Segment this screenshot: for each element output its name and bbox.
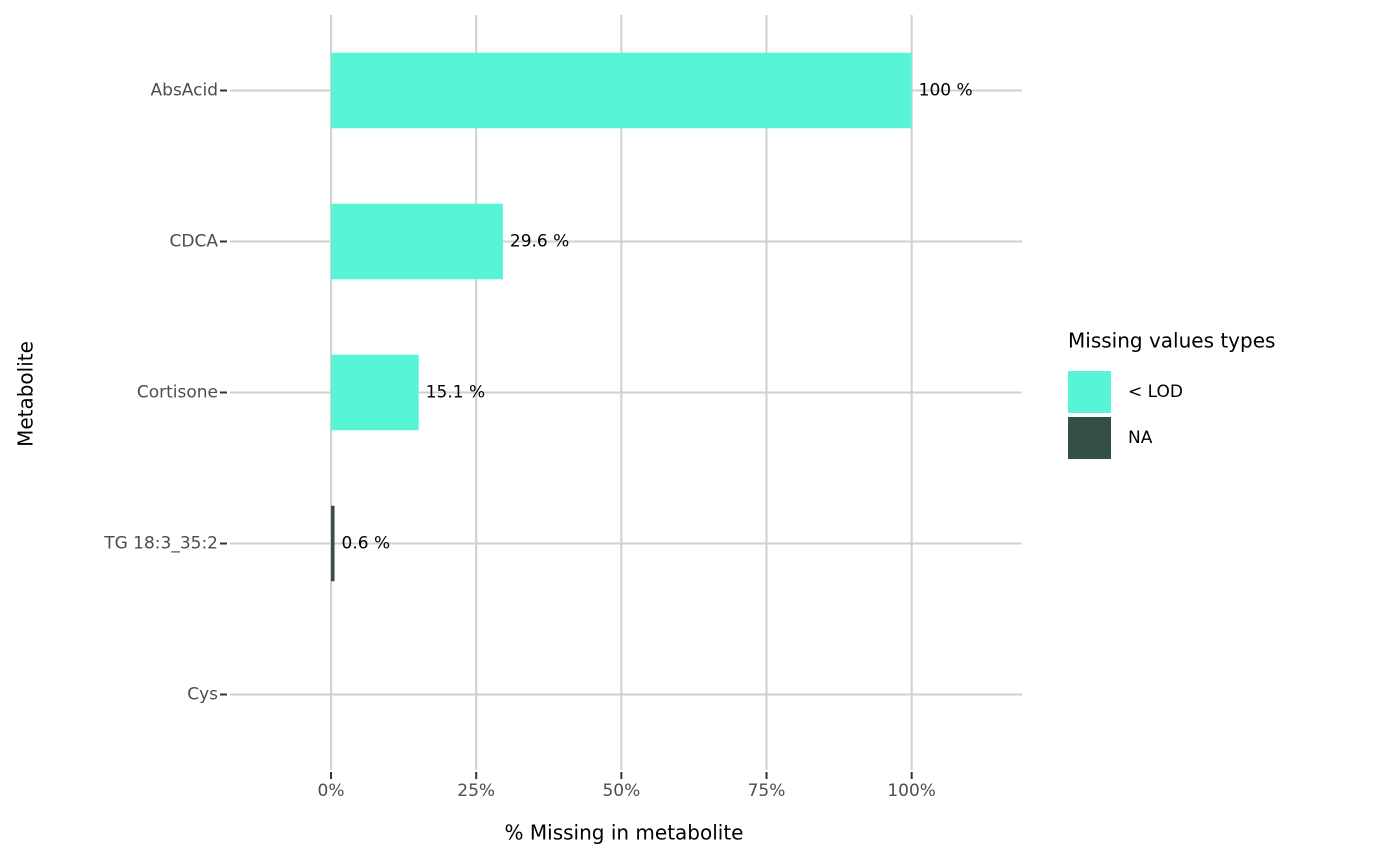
legend-swatch	[1068, 371, 1111, 413]
y-tick-label: AbsAcid	[151, 81, 218, 101]
legend-swatch	[1068, 417, 1111, 459]
bar	[331, 52, 912, 129]
data-label: 29.6 %	[510, 232, 569, 252]
bar	[331, 203, 503, 280]
data-label: 0.6 %	[342, 534, 391, 554]
legend-title: Missing values types	[1068, 329, 1275, 353]
bar	[331, 354, 419, 431]
y-axis-title: Metabolite	[14, 341, 38, 447]
data-label: 15.1 %	[426, 383, 485, 403]
x-axis-title: % Missing in metabolite	[505, 821, 744, 845]
y-tick-label: Cortisone	[137, 383, 218, 403]
legend-label: NA	[1128, 428, 1153, 448]
x-tick-label: 50%	[602, 781, 640, 801]
y-tick-label: TG 18:3_35:2	[103, 534, 218, 554]
y-tick-label: CDCA	[170, 232, 219, 252]
legend-label: < LOD	[1128, 382, 1183, 402]
y-tick-label: Cys	[187, 685, 218, 705]
x-tick-label: 100%	[887, 781, 936, 801]
data-label: 100 %	[919, 81, 973, 101]
bar	[331, 505, 335, 582]
x-tick-label: 75%	[748, 781, 786, 801]
x-tick-label: 25%	[457, 781, 495, 801]
x-tick-label: 0%	[318, 781, 345, 801]
